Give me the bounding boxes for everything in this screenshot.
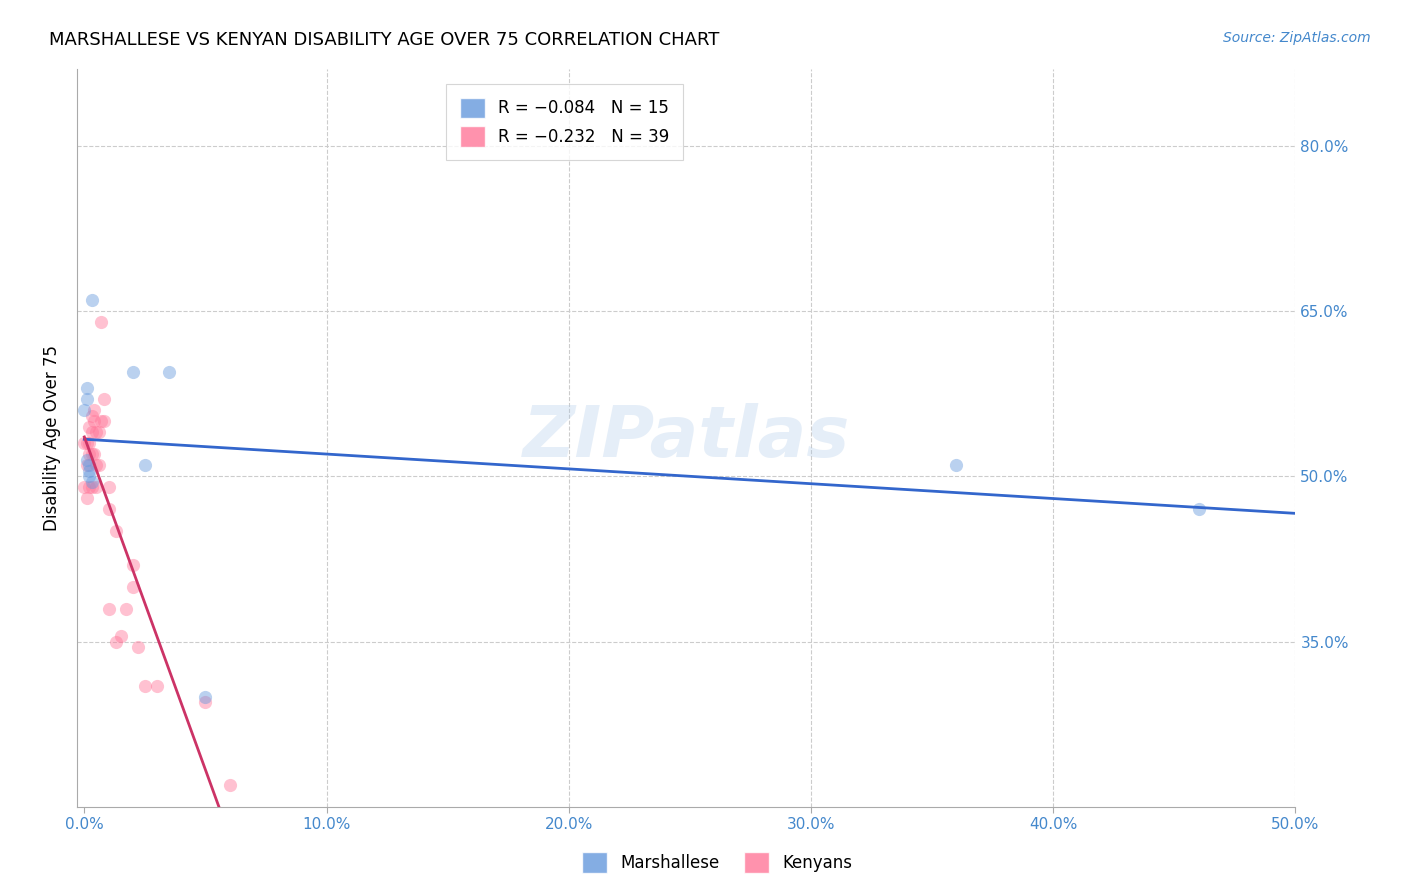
Point xyxy=(157,365,180,379)
Point xyxy=(90,315,112,329)
Point xyxy=(73,403,96,417)
Point xyxy=(73,480,96,494)
Point xyxy=(218,778,240,792)
Text: Source: ZipAtlas.com: Source: ZipAtlas.com xyxy=(1223,31,1371,45)
Point xyxy=(93,414,115,428)
Point xyxy=(83,403,105,417)
Point xyxy=(76,452,98,467)
Point xyxy=(80,480,103,494)
Point xyxy=(1187,502,1209,516)
Point xyxy=(110,629,132,643)
Point xyxy=(77,447,100,461)
Point xyxy=(121,580,143,594)
Point xyxy=(104,634,127,648)
Point xyxy=(121,365,143,379)
Point xyxy=(146,679,169,693)
Point xyxy=(80,293,103,307)
Point xyxy=(76,392,98,407)
Point xyxy=(121,558,143,572)
Point xyxy=(194,690,217,704)
Point xyxy=(77,464,100,478)
Point xyxy=(86,458,108,473)
Point xyxy=(90,414,112,428)
Point xyxy=(76,458,98,473)
Point xyxy=(104,524,127,539)
Point xyxy=(77,469,100,483)
Point xyxy=(134,458,156,473)
Point xyxy=(77,436,100,450)
Point xyxy=(76,436,98,450)
Legend: Marshallese, Kenyans: Marshallese, Kenyans xyxy=(575,846,859,880)
Point xyxy=(194,695,217,709)
Text: MARSHALLESE VS KENYAN DISABILITY AGE OVER 75 CORRELATION CHART: MARSHALLESE VS KENYAN DISABILITY AGE OVE… xyxy=(49,31,720,49)
Point xyxy=(77,458,100,473)
Point xyxy=(80,447,103,461)
Point xyxy=(114,601,136,615)
Point xyxy=(77,480,100,494)
Point xyxy=(80,409,103,423)
Text: ZIPatlas: ZIPatlas xyxy=(523,403,851,472)
Point xyxy=(83,447,105,461)
Point xyxy=(73,436,96,450)
Legend: R = −0.084   N = 15, R = −0.232   N = 39: R = −0.084 N = 15, R = −0.232 N = 39 xyxy=(446,84,682,160)
Point xyxy=(134,679,156,693)
Point xyxy=(80,425,103,440)
Point xyxy=(87,425,110,440)
Point xyxy=(80,475,103,489)
Point xyxy=(945,458,967,473)
Point xyxy=(97,480,120,494)
Point xyxy=(93,392,115,407)
Point xyxy=(76,381,98,395)
Point xyxy=(86,425,108,440)
Point xyxy=(97,601,120,615)
Point xyxy=(77,419,100,434)
Point xyxy=(87,458,110,473)
Point xyxy=(76,491,98,506)
Point xyxy=(86,480,108,494)
Point xyxy=(83,414,105,428)
Y-axis label: Disability Age Over 75: Disability Age Over 75 xyxy=(44,344,60,531)
Point xyxy=(127,640,149,655)
Point xyxy=(97,502,120,516)
